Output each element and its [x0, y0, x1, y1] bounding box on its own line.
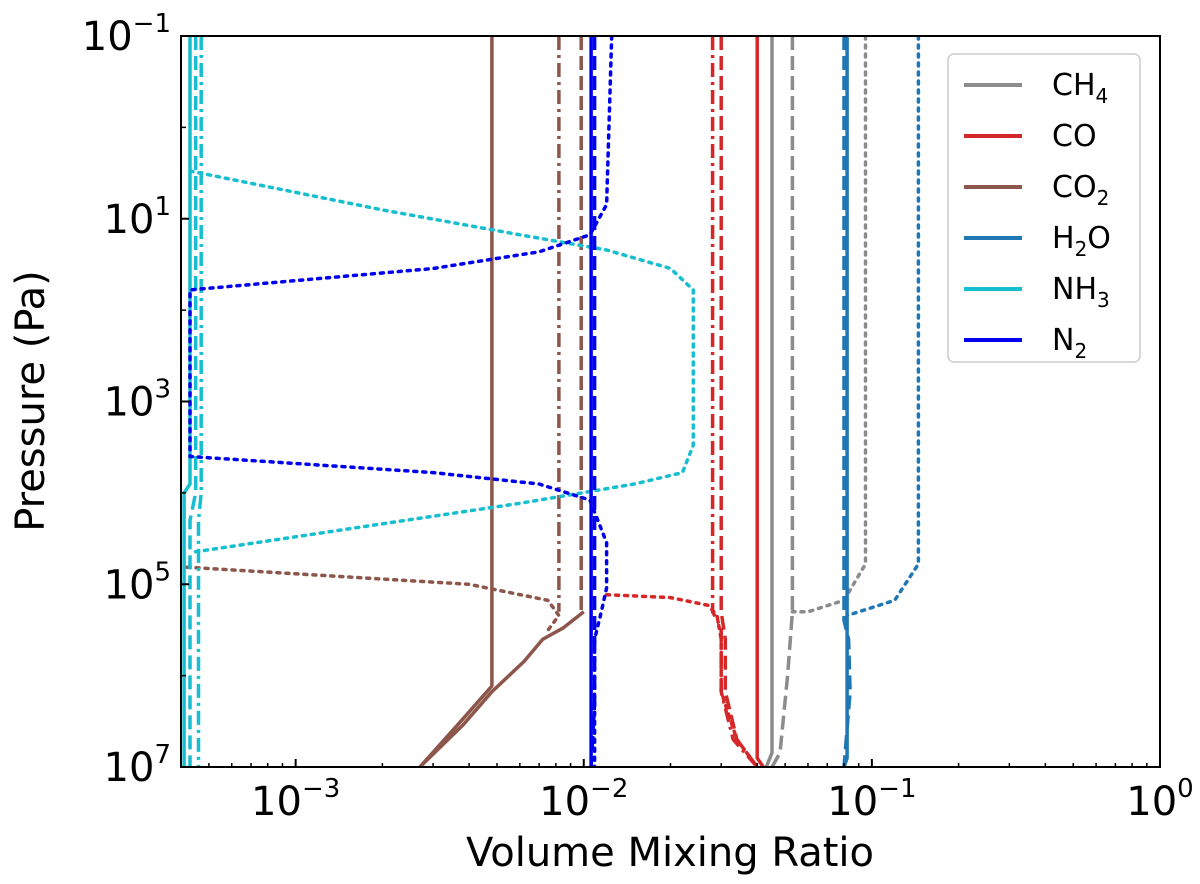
series-line-ch4-dashed-1: [770, 36, 795, 767]
y-tick-label: 10−1: [82, 9, 171, 60]
legend-box: [947, 53, 1141, 363]
y-axis-title: Pressure (Pa): [8, 270, 54, 532]
legend-label-2: CO2: [1052, 170, 1109, 210]
x-tick-label: 10−2: [539, 774, 628, 825]
series-line-n2-dotted-21: [188, 36, 614, 767]
series-line-nh3-dotted-18: [188, 169, 696, 555]
series-line-co2-solid-7: [418, 36, 494, 767]
series-line-co-dashed-4: [719, 36, 759, 767]
series-layer: [182, 36, 921, 767]
series-line-co-dotted-6: [604, 592, 759, 767]
x-tick-label: 10−3: [251, 774, 340, 825]
series-line-ch4-dotted-2: [790, 36, 868, 614]
series-line-co-solid-3: [755, 36, 765, 767]
legend-label-1: CO: [1052, 119, 1097, 154]
legend-label-4: NH3: [1052, 272, 1110, 312]
y-tick-label: 105: [104, 557, 171, 608]
y-tick-label: 103: [104, 375, 171, 426]
legend-label-0: CH4: [1052, 68, 1108, 108]
series-line-co-dashdot-5: [710, 36, 759, 767]
series-line-nh3-dashdot-17: [196, 36, 203, 767]
legend-label-5: N2: [1052, 323, 1087, 363]
series-line-nh3-solid-15: [182, 36, 192, 767]
series-line-co2-dotted-11: [185, 565, 561, 633]
legend-label-3: H2O: [1052, 221, 1111, 261]
ticks-layer: 10−3 10−2 10−1 100 10−1 101 103 105 107: [82, 9, 1194, 825]
x-tick-label: 10−1: [827, 774, 916, 825]
series-line-nh3-dashed-16: [188, 36, 198, 767]
x-tick-label: 100: [1126, 774, 1193, 825]
y-tick-label: 107: [104, 740, 171, 791]
y-tick-label: 101: [104, 192, 171, 243]
series-line-co2-solid-8: [418, 610, 585, 767]
legend: CH4 CO CO2 H2O NH3 N2: [947, 53, 1141, 363]
series-line-ch4-solid-0: [764, 36, 774, 767]
series-line-h2o-dashed-13: [842, 36, 852, 767]
x-axis-title: Volume Mixing Ratio: [466, 830, 874, 876]
series-line-h2o-dotted-14: [845, 36, 921, 618]
